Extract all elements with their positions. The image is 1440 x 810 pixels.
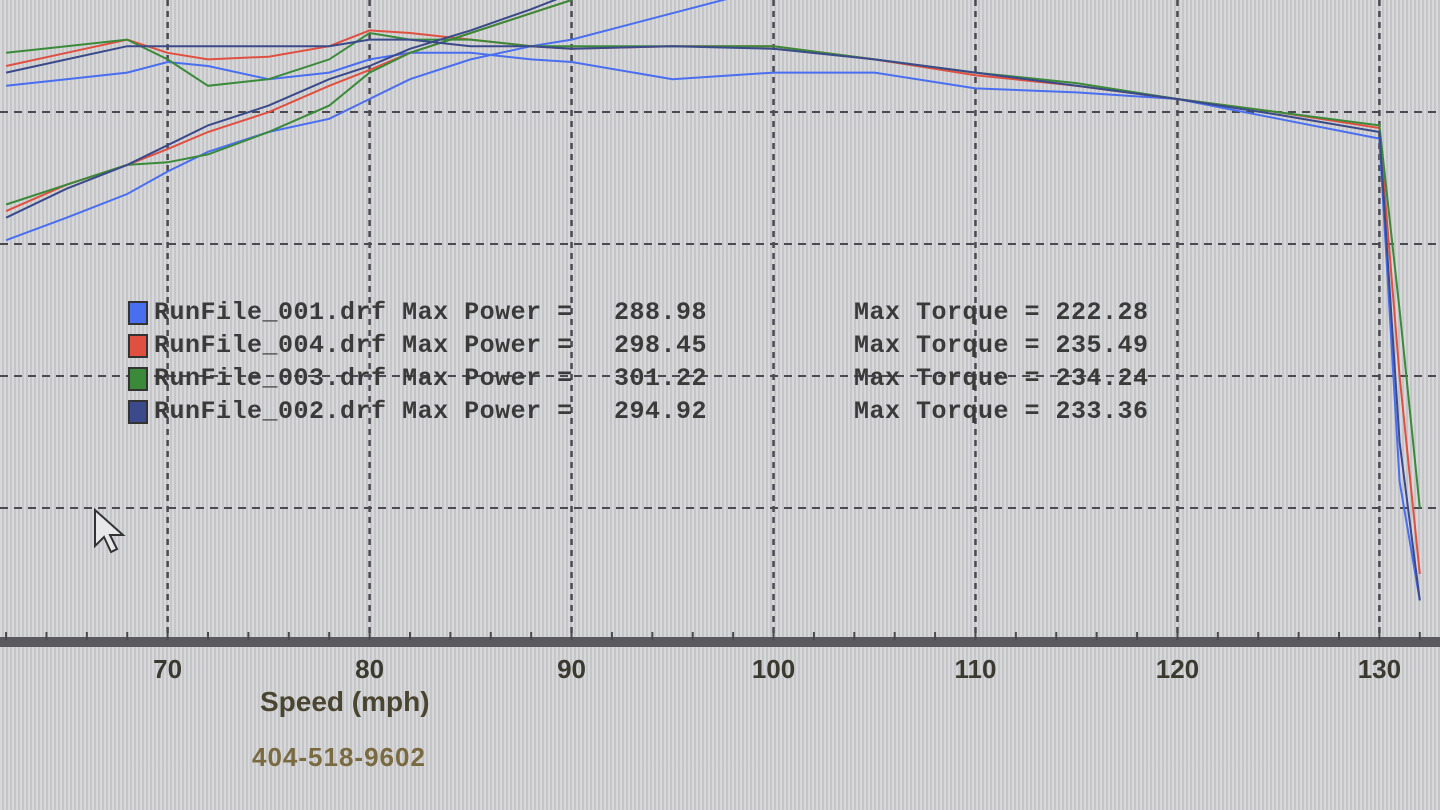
x-tick-label: 80 [355, 654, 384, 684]
legend-max-torque: Max Torque = 234.24 [854, 364, 1149, 393]
legend: RunFile_001.drf Max Power = 288.98 Max To… [128, 296, 1149, 428]
series-1-torque-line [5, 51, 1421, 601]
series-lines [5, 0, 1421, 601]
x-tick-label: 130 [1358, 654, 1401, 684]
x-axis-line [0, 637, 1440, 647]
legend-max-power: 298.45 [614, 331, 708, 360]
legend-entry: RunFile_003.drf Max Power = 301.22 Max To… [128, 362, 1149, 395]
legend-series-name: RunFile_003.drf Max Power = [154, 364, 573, 393]
grid [0, 0, 1440, 640]
dyno-chart: 70 80 90 100 110 120 130 [0, 0, 1440, 684]
legend-swatch [128, 366, 148, 391]
legend-entry: RunFile_002.drf Max Power = 294.92 Max To… [128, 395, 1149, 428]
phone-number: 404-518-9602 [252, 742, 426, 772]
x-tick-label: 90 [557, 654, 586, 684]
x-tick-label: 100 [752, 654, 795, 684]
legend-max-power: 288.98 [614, 298, 708, 327]
legend-max-torque: Max Torque = 235.49 [854, 331, 1149, 360]
legend-entry: RunFile_001.drf Max Power = 288.98 Max To… [128, 296, 1149, 329]
series-4-torque-line [5, 38, 1421, 601]
x-axis: 70 80 90 100 110 120 130 [0, 632, 1440, 684]
legend-max-power: 301.22 [614, 364, 708, 393]
legend-entry: RunFile_004.drf Max Power = 298.45 Max To… [128, 329, 1149, 362]
mouse-cursor-icon [94, 508, 126, 554]
series-3-torque-line [5, 31, 1421, 509]
x-tick-label: 120 [1156, 654, 1199, 684]
legend-series-name: RunFile_001.drf Max Power = [154, 298, 573, 327]
legend-series-name: RunFile_002.drf Max Power = [154, 397, 573, 426]
legend-series-name: RunFile_004.drf Max Power = [154, 331, 573, 360]
series-4-power-line [5, 0, 558, 219]
legend-max-torque: Max Torque = 222.28 [854, 298, 1149, 327]
legend-swatch [128, 399, 148, 424]
x-tick-label: 70 [153, 654, 182, 684]
x-tick-label: 110 [955, 654, 997, 684]
legend-swatch [128, 333, 148, 358]
series-3-power-line [5, 0, 572, 206]
legend-swatch [128, 300, 148, 325]
legend-max-torque: Max Torque = 233.36 [854, 397, 1149, 426]
series-1-power-line [5, 0, 727, 242]
legend-max-power: 294.92 [614, 397, 708, 426]
x-axis-label: Speed (mph) [260, 686, 430, 717]
